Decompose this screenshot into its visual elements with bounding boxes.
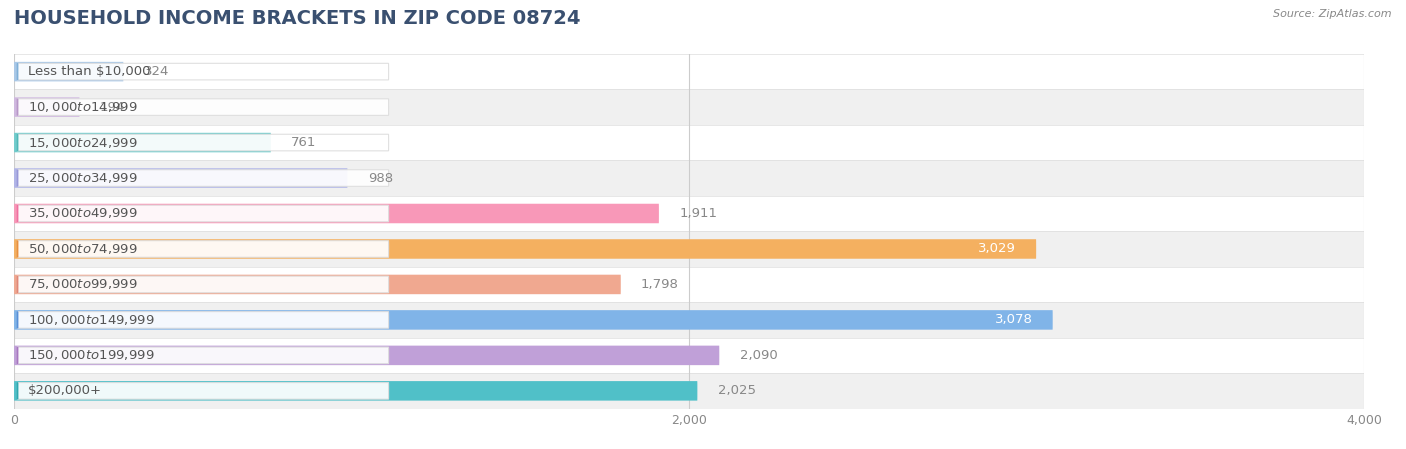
Text: Source: ZipAtlas.com: Source: ZipAtlas.com — [1274, 9, 1392, 19]
Text: $25,000 to $34,999: $25,000 to $34,999 — [28, 171, 138, 185]
Bar — [14, 54, 1364, 89]
FancyBboxPatch shape — [17, 63, 388, 80]
Bar — [14, 231, 1364, 267]
Bar — [14, 160, 1364, 196]
Text: 324: 324 — [143, 65, 169, 78]
Text: $50,000 to $74,999: $50,000 to $74,999 — [28, 242, 138, 256]
FancyBboxPatch shape — [14, 346, 720, 365]
Text: $35,000 to $49,999: $35,000 to $49,999 — [28, 207, 138, 220]
Text: $75,000 to $99,999: $75,000 to $99,999 — [28, 277, 138, 291]
FancyBboxPatch shape — [17, 205, 388, 222]
Text: 3,029: 3,029 — [979, 242, 1017, 255]
FancyBboxPatch shape — [17, 170, 388, 186]
Text: $150,000 to $199,999: $150,000 to $199,999 — [28, 348, 155, 362]
Text: $15,000 to $24,999: $15,000 to $24,999 — [28, 136, 138, 150]
FancyBboxPatch shape — [14, 275, 621, 294]
FancyBboxPatch shape — [14, 133, 271, 152]
Text: 988: 988 — [368, 172, 392, 185]
Bar — [14, 125, 1364, 160]
Text: Less than $10,000: Less than $10,000 — [28, 65, 150, 78]
FancyBboxPatch shape — [14, 204, 659, 223]
Bar — [14, 302, 1364, 338]
Text: 2,025: 2,025 — [717, 384, 755, 397]
FancyBboxPatch shape — [14, 168, 347, 188]
Text: 2,090: 2,090 — [740, 349, 778, 362]
FancyBboxPatch shape — [17, 241, 388, 257]
FancyBboxPatch shape — [17, 383, 388, 399]
FancyBboxPatch shape — [14, 97, 80, 117]
Text: $10,000 to $14,999: $10,000 to $14,999 — [28, 100, 138, 114]
FancyBboxPatch shape — [14, 62, 124, 81]
Text: $200,000+: $200,000+ — [28, 384, 101, 397]
FancyBboxPatch shape — [14, 310, 1053, 330]
Text: 194: 194 — [100, 101, 125, 114]
FancyBboxPatch shape — [14, 381, 697, 401]
Bar — [14, 373, 1364, 409]
Bar — [14, 89, 1364, 125]
FancyBboxPatch shape — [17, 312, 388, 328]
Text: 3,078: 3,078 — [994, 313, 1032, 326]
Bar — [14, 196, 1364, 231]
Text: 1,911: 1,911 — [679, 207, 717, 220]
Text: 761: 761 — [291, 136, 316, 149]
FancyBboxPatch shape — [17, 134, 388, 151]
Text: HOUSEHOLD INCOME BRACKETS IN ZIP CODE 08724: HOUSEHOLD INCOME BRACKETS IN ZIP CODE 08… — [14, 9, 581, 28]
FancyBboxPatch shape — [17, 347, 388, 364]
FancyBboxPatch shape — [14, 239, 1036, 259]
Text: $100,000 to $149,999: $100,000 to $149,999 — [28, 313, 155, 327]
Text: 1,798: 1,798 — [641, 278, 679, 291]
Bar — [14, 267, 1364, 302]
FancyBboxPatch shape — [17, 276, 388, 293]
Bar — [14, 338, 1364, 373]
FancyBboxPatch shape — [17, 99, 388, 115]
